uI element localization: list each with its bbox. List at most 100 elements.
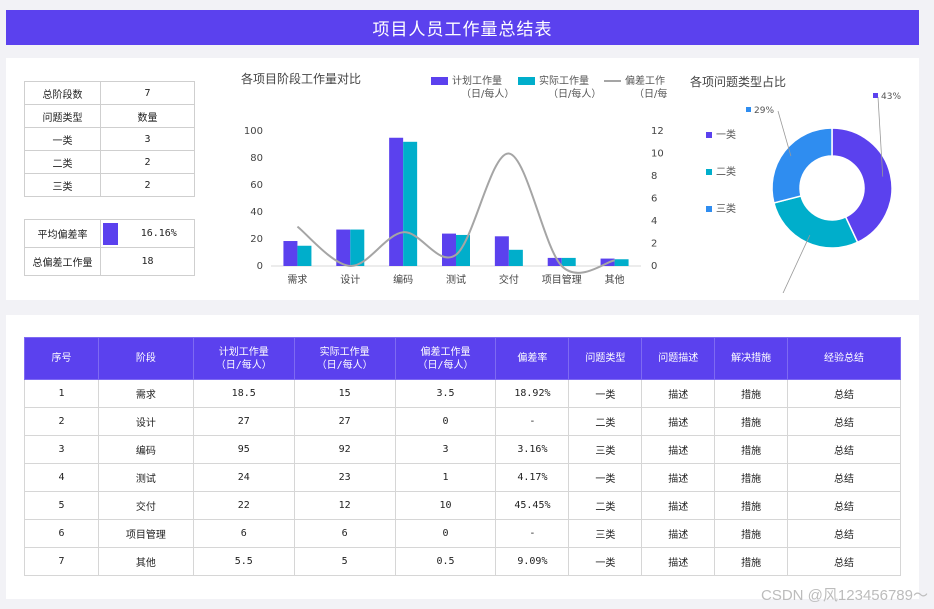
- column-header[interactable]: 解决措施: [714, 337, 789, 380]
- total-deviation-value: 18: [100, 247, 195, 276]
- table-cell: 总结: [787, 547, 901, 576]
- column-header[interactable]: 问题类型: [568, 337, 643, 380]
- table-cell: 6: [293, 519, 396, 548]
- legend-label: 计划工作量: [452, 74, 502, 87]
- column-header[interactable]: 计划工作量 （日/每人）: [192, 337, 295, 380]
- table-cell: 7: [24, 547, 99, 576]
- y-tick-right: 10: [651, 149, 664, 160]
- column-header[interactable]: 问题描述: [641, 337, 716, 380]
- y-tick-right: 8: [651, 171, 657, 182]
- table-cell: 3.5: [394, 379, 497, 408]
- total-deviation-row: 总偏差工作量 18: [24, 247, 195, 276]
- table-cell: 编码: [97, 435, 194, 464]
- table-cell: 0.5: [394, 547, 497, 576]
- workload-combo-chart: 0 20 40 60 80 100 0 2 4 6 8 10 12 需求 设计 编码 测试 交付 项目管理 其他 计划工…: [244, 74, 667, 286]
- table-cell: 5: [293, 547, 396, 576]
- column-header[interactable]: 经验总结: [787, 337, 901, 380]
- bar: [614, 259, 629, 266]
- x-tick-label: 测试: [446, 273, 466, 286]
- y-tick-right: 0: [651, 261, 657, 272]
- summary-label: 三类: [24, 173, 101, 197]
- y-tick-left: 0: [257, 261, 263, 272]
- bar: [456, 234, 470, 266]
- table-cell: 二类: [568, 407, 643, 436]
- table-cell: 描述: [641, 463, 716, 492]
- x-tick-label: 项目管理: [542, 273, 582, 286]
- legend-label: 偏差工作: [625, 74, 665, 87]
- summary-row: 总阶段数 7: [24, 81, 195, 105]
- column-header[interactable]: 偏差工作量 （日/每人）: [394, 337, 497, 380]
- table-row: 5 交付 22 12 10 45.45% 二类 描述 措施 总结: [24, 491, 901, 520]
- legend-label: （日/每人）: [461, 87, 514, 100]
- summary-label: 二类: [24, 150, 101, 174]
- table-cell: 1: [24, 379, 99, 408]
- table-cell: 总结: [787, 407, 901, 436]
- legend-label: （日/每人）: [548, 87, 601, 100]
- table-cell: -: [495, 519, 570, 548]
- donut-slice: [772, 195, 859, 249]
- table-cell: 4: [24, 463, 99, 492]
- table-row: 7 其他 5.5 5 0.5 9.09% 一类 描述 措施 总结: [24, 547, 901, 576]
- total-deviation-label: 总偏差工作量: [24, 247, 101, 276]
- table-cell: 总结: [787, 463, 901, 492]
- bar: [547, 257, 562, 266]
- table-cell: 一类: [568, 463, 643, 492]
- column-header[interactable]: 阶段: [97, 337, 194, 380]
- table-cell: 措施: [714, 547, 789, 576]
- table-cell: 总结: [787, 435, 901, 464]
- legend-label: 一类: [716, 128, 736, 141]
- x-tick-label: 设计: [340, 273, 360, 286]
- summary-row: 问题类型 数量: [24, 104, 195, 128]
- bar: [442, 233, 456, 266]
- table-cell: 9.09%: [495, 547, 570, 576]
- table-cell: 5: [24, 491, 99, 520]
- legend-label: 二类: [716, 165, 736, 178]
- table-cell: 三类: [568, 435, 643, 464]
- table-cell: 项目管理: [97, 519, 194, 548]
- table-cell: 24: [192, 463, 295, 492]
- column-header[interactable]: 偏差率: [495, 337, 570, 380]
- avg-deviation-row: 平均偏差率 16.16%: [24, 219, 195, 248]
- table-row: 2 设计 27 27 0- 二类 描述 措施 总结: [24, 407, 901, 436]
- summary-row: 三类 2: [24, 173, 195, 197]
- table-cell: 需求: [97, 379, 194, 408]
- table-cell: 6: [192, 519, 295, 548]
- table-cell: 18.5: [192, 379, 295, 408]
- bar: [283, 241, 298, 266]
- summary-label: 总阶段数: [24, 81, 101, 105]
- table-cell: 一类: [568, 547, 643, 576]
- detail-table: 序号 阶段 计划工作量 （日/每人） 实际工作量 （日/每人） 偏差工作量 （日/每人）…: [24, 337, 901, 576]
- y-tick-left: 20: [250, 234, 263, 245]
- table-cell: 措施: [714, 407, 789, 436]
- table-cell: 27: [192, 407, 295, 436]
- table-cell: 2: [24, 407, 99, 436]
- watermark: CSDN @风123456789～: [761, 587, 928, 604]
- table-cell: 测试: [97, 463, 194, 492]
- summary-panel: 总阶段数 7 问题类型 数量 一类 3 二类 2 三类 2 平均偏差率 16.16% 总偏差工作量…: [6, 58, 919, 300]
- y-tick-left: 60: [250, 180, 263, 191]
- x-tick-label: 编码: [393, 273, 413, 286]
- y-tick-right: 4: [651, 216, 657, 227]
- summary-value: 2: [100, 173, 195, 197]
- table-cell: 22: [192, 491, 295, 520]
- table-cell: 18.92%: [495, 379, 570, 408]
- donut-slice: [771, 127, 833, 204]
- column-header[interactable]: 序号: [24, 337, 99, 380]
- table-cell: 描述: [641, 407, 716, 436]
- deviation-line: [296, 152, 615, 274]
- summary-value: 2: [100, 150, 195, 174]
- y-tick-left: 100: [244, 126, 263, 137]
- summary-value: 3: [100, 127, 195, 151]
- legend-label: （日/每: [634, 87, 667, 100]
- detail-panel: 序号 阶段 计划工作量 （日/每人） 实际工作量 （日/每人） 偏差工作量 （日/每人）…: [6, 315, 919, 599]
- column-header[interactable]: 实际工作量 （日/每人）: [293, 337, 396, 380]
- table-cell: 10: [394, 491, 497, 520]
- table-cell: 92: [293, 435, 396, 464]
- table-cell: 措施: [714, 491, 789, 520]
- y-tick-right: 6: [651, 194, 657, 205]
- avg-deviation-databar: [103, 222, 118, 245]
- table-row: 3 编码 95 92 3 3.16% 三类 描述 措施 总结: [24, 435, 901, 464]
- table-row: 1 需求 18.5 15 3.5 18.92% 一类 描述 措施 总结: [24, 379, 901, 408]
- page-title: 项目人员工作量总结表: [6, 10, 919, 45]
- x-tick-label: 交付: [499, 273, 519, 286]
